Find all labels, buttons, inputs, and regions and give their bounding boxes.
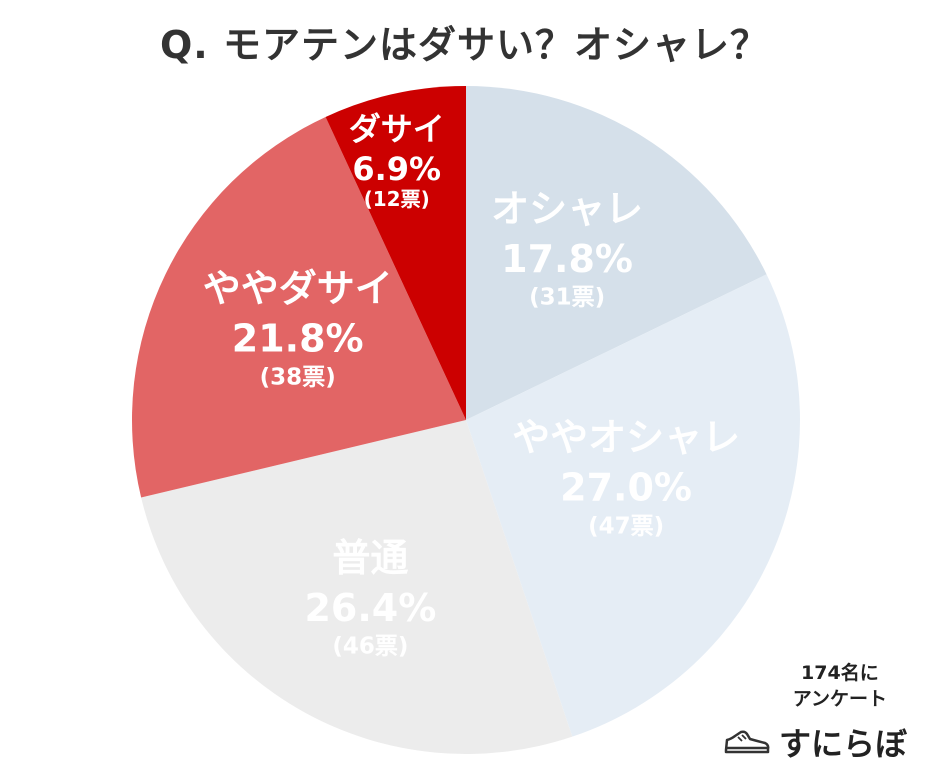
pie-slice: [466, 274, 800, 737]
pie-slice: [141, 420, 573, 754]
chart-title: Q. モアテンはダサい？オシャレ？: [160, 23, 769, 67]
slice-label: ダサイ: [349, 110, 445, 148]
pie-slice: [466, 86, 767, 420]
pie-slice: [131, 116, 466, 498]
slice-votes: (38票): [260, 365, 336, 391]
slice-label: オシャレ: [491, 187, 643, 231]
slice-percent: 6.9%: [352, 150, 441, 188]
slice-votes: (47票): [588, 513, 664, 539]
respondent-count: 174名に アンケート: [793, 660, 887, 712]
slice-votes: (31票): [529, 285, 605, 311]
brand-name: すにらぼ: [778, 725, 907, 763]
slice-label: ややオシャレ: [512, 416, 740, 460]
slice-votes: (46票): [332, 634, 408, 660]
slice-percent: 17.8%: [501, 237, 633, 281]
slice-label: 普通: [332, 536, 408, 580]
pie-slice: [325, 86, 466, 420]
slice-percent: 21.8%: [232, 317, 364, 361]
respondent-count-line1: 174名に: [801, 662, 879, 684]
slice-label: ややダサイ: [203, 267, 393, 311]
slice-votes: (12票): [364, 187, 430, 211]
slice-percent: 27.0%: [560, 466, 692, 510]
respondent-count-line2: アンケート: [792, 688, 887, 710]
slice-percent: 26.4%: [304, 586, 436, 630]
brand-logo: すにらぼ: [723, 722, 907, 763]
sneaker-icon: [724, 730, 770, 754]
